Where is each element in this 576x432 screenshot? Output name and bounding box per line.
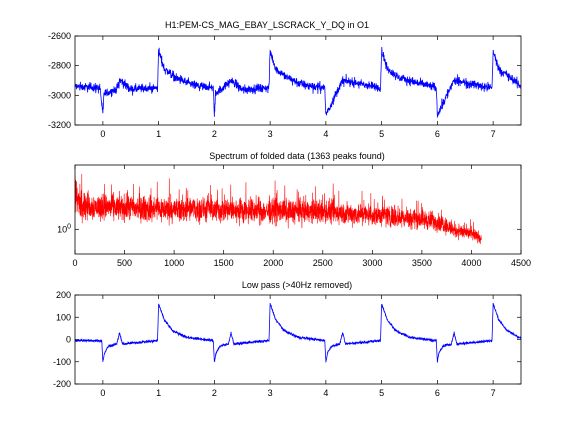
middle-panel-tick-labels: 0 500 1000 1500 2000 2500 3000 3500 4000 4500 100 xyxy=(57,223,531,268)
bottom-panel-ytick-label: 200 xyxy=(56,290,71,300)
top-panel-xtick-label: 4 xyxy=(323,129,328,139)
top-panel-ytick-label: -2600 xyxy=(48,31,71,41)
middle-panel-xtick-label: 1500 xyxy=(214,258,234,268)
bottom-panel-title: Low pass (>40Hz removed) xyxy=(242,280,352,290)
top-panel-xtick-label: 2 xyxy=(212,129,217,139)
middle-panel: Spectrum of folded data (1363 peaks foun… xyxy=(57,151,531,268)
top-panel-ytick-label: -3000 xyxy=(48,90,71,100)
top-panel-xtick-label: 7 xyxy=(491,129,496,139)
middle-panel-title: Spectrum of folded data (1363 peaks foun… xyxy=(209,151,385,161)
top-panel-ytick-label: -2800 xyxy=(48,61,71,71)
middle-panel-xtick-label: 500 xyxy=(117,258,132,268)
top-panel-xtick-label: 3 xyxy=(268,129,273,139)
bottom-panel-frame xyxy=(74,294,522,385)
bottom-panel-xtick-label: 0 xyxy=(100,388,105,398)
top-panel-xtick-label: 5 xyxy=(379,129,384,139)
bottom-panel: Low pass (>40Hz removed) 0 1 2 3 4 5 6 7 -200 -10… xyxy=(53,280,522,398)
bottom-panel-ytick-label: -100 xyxy=(53,357,71,367)
middle-panel-ytick-label: 100 xyxy=(57,223,71,234)
middle-panel-ytick-exponent: 0 xyxy=(67,223,71,230)
bottom-panel-xtick-label: 5 xyxy=(379,388,384,398)
bottom-panel-ytick-label: 0 xyxy=(66,335,71,345)
bottom-panel-xtick-label: 7 xyxy=(491,388,496,398)
bottom-panel-xtick-label: 1 xyxy=(156,388,161,398)
middle-panel-xtick-label: 4500 xyxy=(511,258,531,268)
top-panel-series-line xyxy=(75,46,521,118)
top-panel: H1:PEM-CS_MAG_EBAY_LSCRACK_Y_DQ in O1 0 1… xyxy=(48,20,522,139)
middle-panel-xtick-label: 1000 xyxy=(164,258,184,268)
top-panel-ticks xyxy=(75,35,521,126)
top-panel-tick-labels: 0 1 2 3 4 5 6 7 -3200 -3000 -2800 -2600 xyxy=(48,31,496,139)
top-panel-xtick-label: 0 xyxy=(100,129,105,139)
top-panel-title: H1:PEM-CS_MAG_EBAY_LSCRACK_Y_DQ in O1 xyxy=(165,20,369,30)
middle-panel-xtick-label: 3000 xyxy=(362,258,382,268)
middle-panel-ticks xyxy=(74,165,522,254)
middle-panel-spectrum-line xyxy=(75,173,482,245)
middle-panel-xtick-label: 0 xyxy=(72,258,77,268)
bottom-panel-ytick-label: -200 xyxy=(53,379,71,389)
top-panel-frame xyxy=(74,35,522,126)
bottom-panel-tick-labels: 0 1 2 3 4 5 6 7 -200 -100 0 100 200 xyxy=(53,290,496,398)
bottom-panel-series-line xyxy=(75,302,521,363)
middle-panel-frame xyxy=(74,164,522,255)
bottom-panel-xtick-label: 2 xyxy=(212,388,217,398)
bottom-panel-ytick-label: 100 xyxy=(56,312,71,322)
bottom-panel-xtick-label: 4 xyxy=(323,388,328,398)
top-panel-xtick-label: 1 xyxy=(156,129,161,139)
bottom-panel-xtick-label: 3 xyxy=(268,388,273,398)
top-panel-xtick-label: 6 xyxy=(435,129,440,139)
middle-panel-xtick-label: 2500 xyxy=(313,258,333,268)
middle-panel-xtick-label: 2000 xyxy=(263,258,283,268)
top-panel-ytick-label: -3200 xyxy=(48,120,71,130)
middle-panel-xtick-label: 3500 xyxy=(412,258,432,268)
middle-panel-xtick-label: 4000 xyxy=(461,258,481,268)
bottom-panel-xtick-label: 6 xyxy=(435,388,440,398)
